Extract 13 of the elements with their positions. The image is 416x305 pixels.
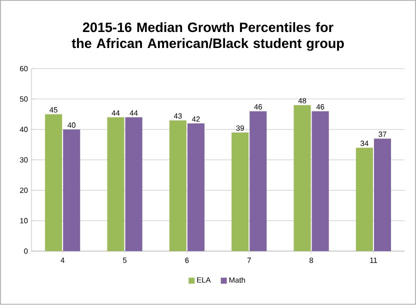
bar [63,130,80,252]
bar [107,117,124,252]
bar [125,117,142,252]
bar [374,138,392,252]
bar [169,120,186,252]
bar [45,114,62,252]
bar [232,132,249,252]
bar [187,124,204,252]
bar [312,111,329,252]
bar [250,111,267,252]
bar [294,105,311,252]
bar [356,148,373,252]
chart-title: 2015-16 Median Growth Percentiles for the African American/Black student group [72,22,344,51]
